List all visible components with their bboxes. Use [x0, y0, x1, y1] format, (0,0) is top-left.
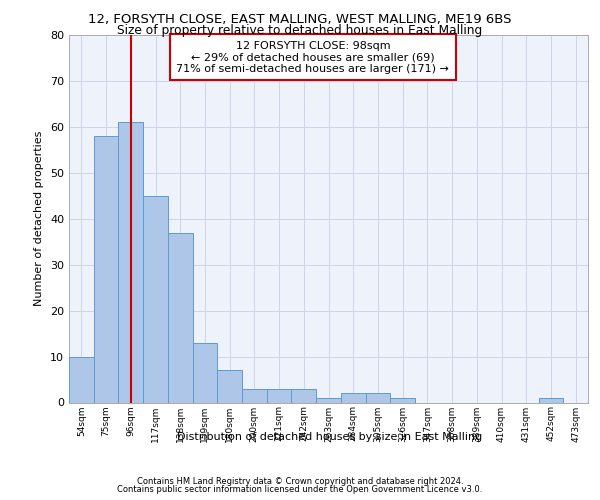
Bar: [316, 398, 341, 402]
Bar: [193, 343, 217, 402]
Text: Distribution of detached houses by size in East Malling: Distribution of detached houses by size …: [178, 432, 482, 442]
Text: Size of property relative to detached houses in East Malling: Size of property relative to detached ho…: [118, 24, 482, 37]
Text: 12, FORSYTH CLOSE, EAST MALLING, WEST MALLING, ME19 6BS: 12, FORSYTH CLOSE, EAST MALLING, WEST MA…: [88, 12, 512, 26]
Text: Contains HM Land Registry data © Crown copyright and database right 2024.: Contains HM Land Registry data © Crown c…: [137, 478, 463, 486]
Bar: [390, 398, 415, 402]
Bar: [69, 356, 94, 403]
Text: Contains public sector information licensed under the Open Government Licence v3: Contains public sector information licen…: [118, 484, 482, 494]
Bar: [365, 394, 390, 402]
Bar: [267, 388, 292, 402]
Bar: [539, 398, 563, 402]
Bar: [94, 136, 118, 402]
Bar: [143, 196, 168, 402]
Bar: [242, 388, 267, 402]
Bar: [292, 388, 316, 402]
Bar: [341, 394, 365, 402]
Text: 12 FORSYTH CLOSE: 98sqm
← 29% of detached houses are smaller (69)
71% of semi-de: 12 FORSYTH CLOSE: 98sqm ← 29% of detache…: [176, 40, 449, 74]
Y-axis label: Number of detached properties: Number of detached properties: [34, 131, 44, 306]
Bar: [217, 370, 242, 402]
Bar: [168, 232, 193, 402]
Bar: [118, 122, 143, 402]
